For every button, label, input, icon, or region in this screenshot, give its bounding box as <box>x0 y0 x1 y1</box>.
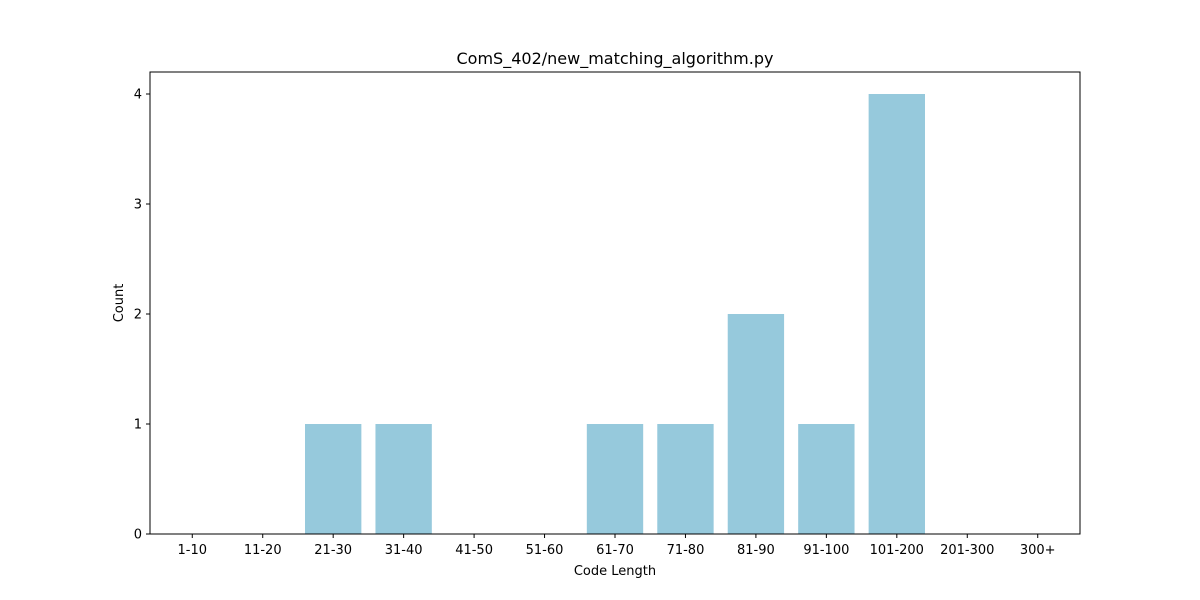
y-axis-label: Count <box>112 284 127 323</box>
x-tick-label: 51-60 <box>526 543 564 558</box>
plot-frame <box>149 71 1081 535</box>
y-tick-label: 2 <box>134 308 142 323</box>
x-tick-label: 91-100 <box>803 543 849 558</box>
x-tick-label: 41-50 <box>455 543 493 558</box>
y-tick-label: 0 <box>134 528 142 543</box>
x-tick-label: 81-90 <box>737 543 775 558</box>
x-tick-label: 1-10 <box>178 543 208 558</box>
x-tick-label: 300+ <box>1020 543 1056 558</box>
x-axis-label: Code Length <box>574 564 656 579</box>
x-tick-label: 31-40 <box>385 543 423 558</box>
x-axis-ticks: 1-10 11-20 21-30 31-40 41-50 51-60 61-70 71-80 8… <box>178 534 1056 558</box>
x-tick-label: 101-200 <box>870 543 924 558</box>
y-axis-ticks: 0 1 2 3 4 <box>134 88 150 543</box>
y-tick-label: 1 <box>134 418 142 433</box>
y-tick-label: 3 <box>134 198 142 213</box>
bar-101-200 <box>868 94 925 534</box>
chart-title: ComS_402/new_matching_algorithm.py <box>457 49 774 69</box>
bar-61-70 <box>586 424 644 534</box>
x-tick-label: 21-30 <box>314 543 352 558</box>
y-tick-label: 4 <box>134 88 142 103</box>
bar-81-90 <box>727 314 785 534</box>
bars-group <box>305 94 925 534</box>
bar-31-40 <box>375 424 432 534</box>
bar-91-100 <box>798 424 855 534</box>
bar-21-30 <box>305 424 362 534</box>
x-tick-label: 11-20 <box>244 543 282 558</box>
bar-71-80 <box>657 424 714 534</box>
x-tick-label: 61-70 <box>596 543 634 558</box>
x-tick-label: 201-300 <box>940 543 994 558</box>
x-tick-label: 71-80 <box>667 543 705 558</box>
